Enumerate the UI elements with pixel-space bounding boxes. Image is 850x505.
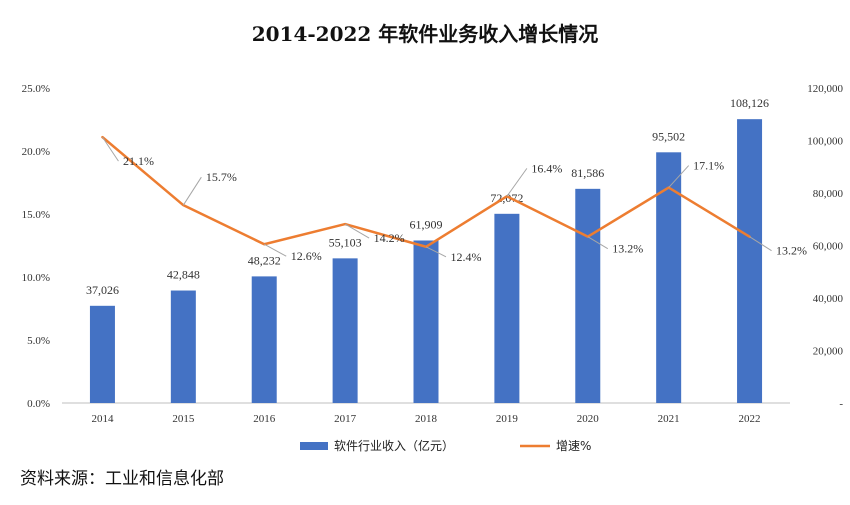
x-tick-label: 2018 [415, 413, 438, 425]
bar-value-label: 61,909 [410, 217, 443, 231]
growth-value-label: 12.4% [451, 250, 482, 264]
bar [170, 290, 196, 403]
x-tick-label: 2014 [91, 413, 114, 425]
y-left-tick-label: 20.0% [22, 146, 50, 158]
legend-line-label: 增速% [556, 439, 591, 453]
growth-value-label: 16.4% [531, 161, 562, 175]
x-tick-label: 2022 [739, 413, 761, 425]
growth-value-label: 12.6% [291, 249, 322, 263]
y-right-tick-label: 100,000 [807, 136, 843, 148]
x-tick-label: 2015 [172, 413, 195, 425]
y-right-tick-label: 80,000 [813, 188, 844, 200]
y-right-tick-label: 60,000 [813, 241, 844, 253]
growth-value-label: 21.1% [123, 154, 154, 168]
y-right-tick-label: 120,000 [807, 83, 843, 95]
bar [737, 119, 763, 403]
bar [494, 213, 520, 403]
bar-value-label: 48,232 [248, 253, 281, 267]
growth-label-leader [182, 176, 202, 206]
bar [89, 305, 115, 403]
y-left-tick-label: 5.0% [27, 335, 50, 347]
y-right-tick-label: 40,000 [813, 293, 844, 305]
bar [575, 188, 601, 403]
y-left-tick-label: 15.0% [22, 209, 50, 221]
growth-label-leader [587, 236, 609, 250]
growth-value-label: 13.2% [776, 244, 807, 258]
growth-label-leader [749, 236, 772, 252]
x-tick-label: 2017 [334, 413, 357, 425]
bar-value-label: 37,026 [86, 283, 119, 297]
bar [413, 240, 439, 403]
growth-label-leader [263, 243, 287, 257]
legend-bar-swatch [300, 442, 328, 450]
bar-value-label: 42,848 [167, 268, 200, 282]
source-note: 资料来源：工业和信息化部 [20, 469, 224, 489]
y-left-tick-label: 0.0% [27, 398, 50, 410]
growth-label-leader [102, 136, 119, 162]
growth-value-label: 13.2% [612, 242, 643, 256]
chart-title: 2014-2022 年软件业务收入增长情况 [251, 22, 599, 46]
growth-value-label: 17.1% [693, 159, 724, 173]
bar-value-label: 95,502 [652, 129, 685, 143]
x-tick-label: 2016 [253, 413, 276, 425]
growth-label-leader [506, 168, 528, 197]
bar-value-label: 55,103 [329, 235, 362, 249]
growth-value-label: 15.7% [206, 170, 237, 184]
y-left-tick-label: 10.0% [22, 272, 50, 284]
x-tick-label: 2021 [658, 413, 680, 425]
bar [251, 276, 277, 403]
x-tick-label: 2019 [496, 413, 519, 425]
bar [332, 258, 358, 403]
legend-bar-label: 软件行业收入（亿元） [334, 438, 454, 453]
x-tick-label: 2020 [577, 413, 600, 425]
bar [656, 152, 682, 403]
bar-value-label: 81,586 [571, 166, 604, 180]
growth-label-leader [425, 246, 447, 258]
y-right-tick-label: - [839, 398, 843, 410]
y-left-tick-label: 25.0% [22, 83, 50, 95]
bar-value-label: 108,126 [730, 96, 769, 110]
growth-label-leader [344, 223, 370, 239]
growth-label-leader [668, 165, 690, 188]
y-right-tick-label: 20,000 [813, 346, 844, 358]
growth-value-label: 14.2% [374, 231, 405, 245]
